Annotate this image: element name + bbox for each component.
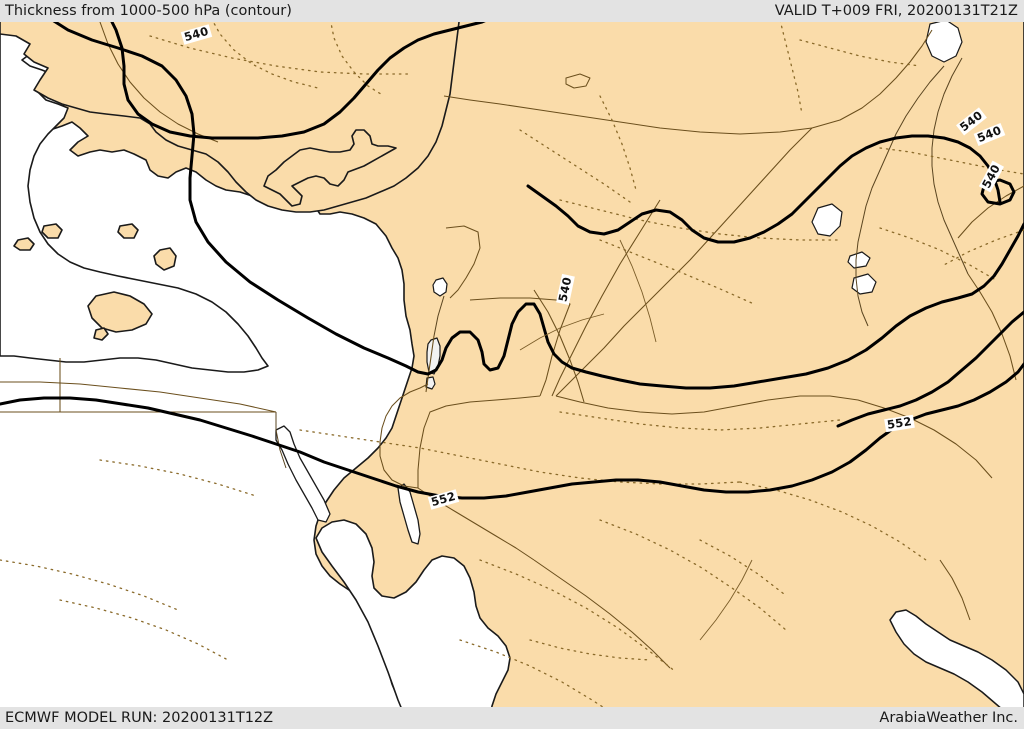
internal-border-turkey-3: [329, 0, 385, 97]
internal-border-gulf-1: [529, 639, 651, 661]
wadi-2: [619, 239, 657, 343]
border-israel-jordan: [425, 335, 435, 393]
internal-border-saudi-6: [479, 559, 677, 673]
lake-urmia: [925, 19, 963, 63]
border-saudi-diag: [551, 199, 661, 397]
river-nile: [275, 412, 287, 469]
border-gulf-qatar: [939, 559, 971, 621]
credit-label: ArabiaWeather Inc.: [879, 710, 1018, 726]
persian-gulf: [889, 609, 1024, 729]
header-bar: Thickness from 1000-500 hPa (contour) VA…: [0, 0, 1024, 22]
wadi-1: [519, 313, 605, 351]
river-tigris: [931, 57, 969, 275]
footer-bar: ECMWF MODEL RUN: 20200131T12Z ArabiaWeat…: [0, 707, 1024, 729]
island-small-aegean-2: [13, 237, 35, 251]
lake-habbaniyah: [847, 251, 871, 269]
internal-border-iraq-5: [879, 227, 997, 281]
internal-border-saudi-1: [599, 239, 755, 305]
lake-assad: [565, 73, 591, 89]
border-iraq-saudi: [555, 395, 885, 415]
border-turkey-interior: [93, 0, 219, 143]
internal-border-iran-1: [941, 229, 1024, 267]
border-lebanon: [445, 225, 481, 299]
contour-540-central: [526, 134, 1002, 244]
internal-border-iraq-3: [559, 199, 841, 241]
wadi-layer: [519, 239, 753, 641]
border-egypt-israel: [379, 383, 429, 489]
island-crete: [87, 291, 153, 333]
internal-border-egypt-1: [59, 599, 229, 661]
river-euphrates: [855, 65, 945, 327]
border-syria-jordan: [469, 297, 571, 397]
internal-border-syria-2: [599, 95, 637, 191]
border-turkey-syria: [443, 95, 813, 135]
internal-border-egypt-3: [99, 459, 257, 497]
contour-540-main: [26, 0, 1024, 390]
island-small-aegean-3: [93, 327, 109, 341]
lake-razzaza: [851, 273, 877, 295]
valid-time-label: VALID T+009 FRI, 20200131T21Z: [774, 3, 1018, 19]
border-egypt-west: [0, 381, 277, 413]
internal-border-saudi-5: [599, 519, 787, 631]
river-jordan: [433, 295, 445, 337]
internal-border-syria-1: [519, 129, 631, 203]
contour-540-turkey: [98, 0, 518, 140]
model-run-label: ECMWF MODEL RUN: 20200131T12Z: [5, 710, 274, 726]
contour-540-loop-right: [980, 178, 1016, 206]
internal-border-iraq-1: [799, 39, 921, 67]
border-saudi-interior: [533, 289, 585, 403]
contour-552-right: [836, 310, 1024, 428]
lake-tharthar: [811, 203, 843, 237]
border-turkey-iraq: [811, 29, 933, 129]
island-rhodes: [153, 247, 177, 271]
island-small-aegean-1: [41, 223, 63, 239]
border-saudi-south: [533, 559, 671, 669]
internal-border-turkey-1: [149, 35, 409, 75]
river-layer: [275, 57, 969, 469]
page-title: Thickness from 1000-500 hPa (contour): [5, 3, 292, 19]
island-karpathos: [117, 223, 139, 239]
sea-of-galilee: [432, 277, 448, 297]
island-cyprus: [263, 129, 397, 207]
border-jordan-saudi: [417, 395, 541, 488]
internal-border-saudi-2: [559, 411, 841, 431]
internal-border-egypt-2: [0, 559, 179, 611]
wadi-3: [699, 559, 753, 641]
internal-border-saudi-7: [459, 639, 621, 719]
